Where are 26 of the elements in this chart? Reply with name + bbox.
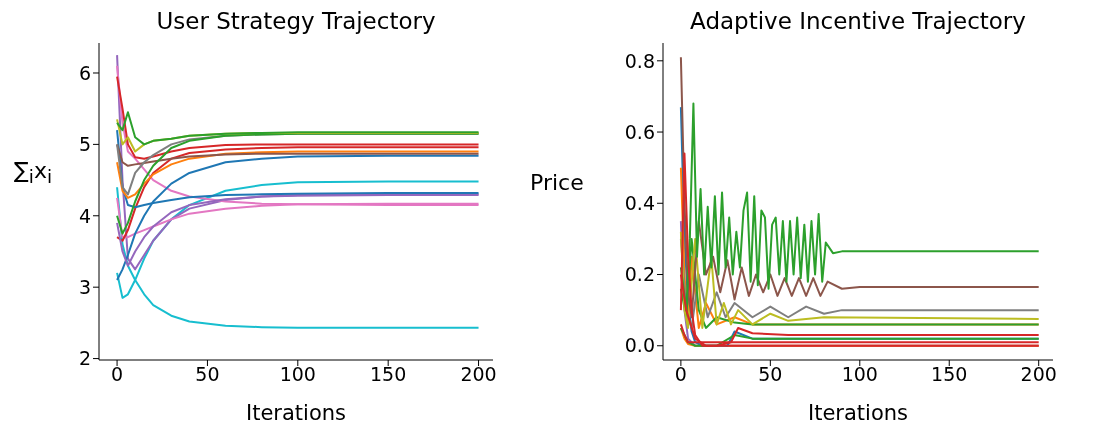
- x-tick-label: 100: [841, 363, 878, 386]
- y-tick-label: 3: [78, 275, 91, 298]
- x-tick-label: 0: [111, 363, 124, 386]
- y-tick-label: 0.4: [624, 192, 655, 215]
- y-tick-label: 0.2: [624, 263, 655, 286]
- x-tick-label: 200: [1020, 363, 1057, 386]
- y-tick-label: 6: [78, 61, 91, 84]
- chart-title: User Strategy Trajectory: [155, 8, 437, 34]
- x-tick-label: 200: [460, 363, 497, 386]
- y-axis-title: ∑$_{i}$x$_{i}$: [14, 158, 53, 188]
- y-tick-label: 2: [78, 347, 91, 370]
- y-tick-label: 4: [78, 204, 91, 227]
- y-tick-label: 0.0: [624, 334, 655, 357]
- y-tick-label: 5: [78, 133, 91, 156]
- x-tick-label: 50: [758, 363, 783, 386]
- y-axis-title: Price: [530, 170, 584, 195]
- x-axis-title: Iterations: [807, 401, 909, 425]
- chart-title: Adaptive Incentive Trajectory: [689, 8, 1027, 34]
- x-axis-title: Iterations: [245, 401, 347, 425]
- x-tick-label: 150: [931, 363, 968, 386]
- y-tick-label: 0.6: [624, 120, 655, 143]
- x-tick-label: 150: [370, 363, 407, 386]
- x-tick-label: 50: [195, 363, 220, 386]
- x-tick-label: 100: [279, 363, 316, 386]
- x-tick-label: 0: [674, 363, 687, 386]
- y-tick-label: 0.8: [624, 49, 655, 72]
